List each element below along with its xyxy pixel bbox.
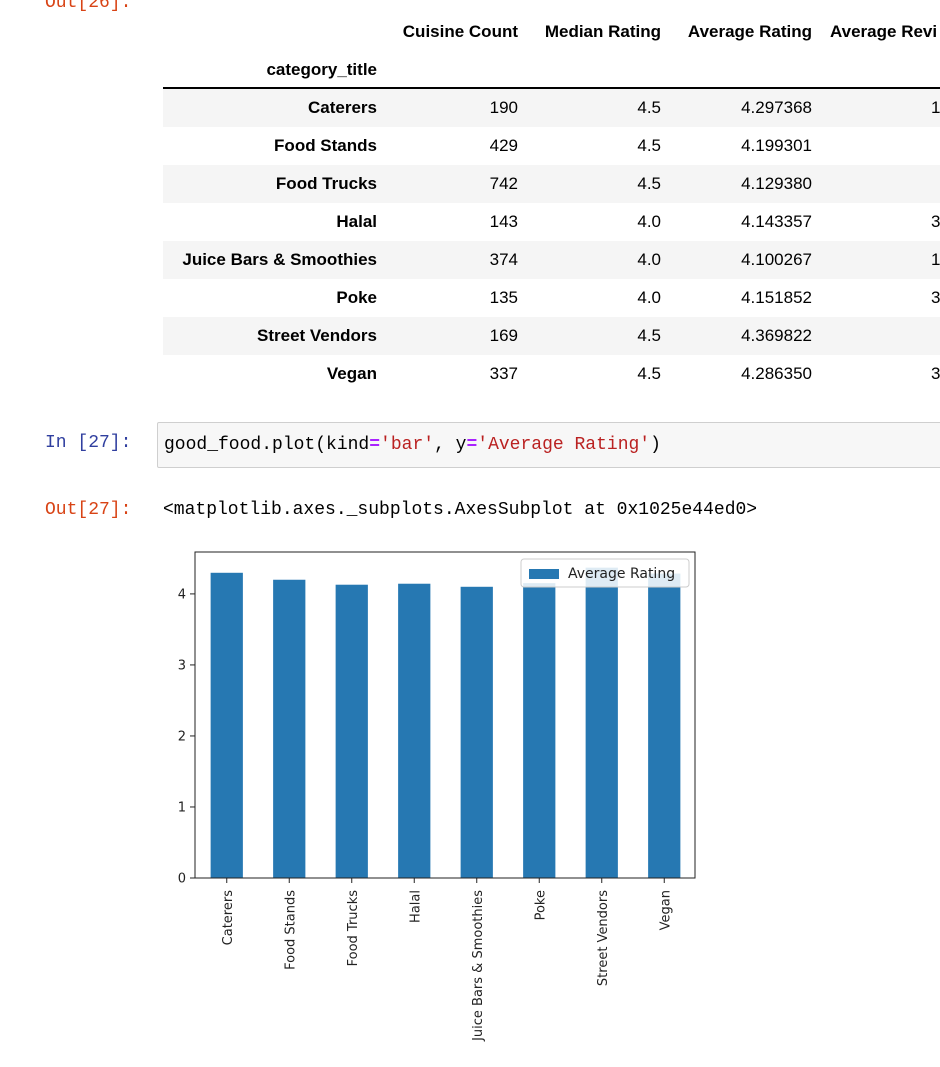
- dataframe-body: Caterers 190 4.5 4.297368 1 Food Stands 429 4.5…: [163, 89, 940, 393]
- bar: [460, 586, 493, 878]
- table-cell: 4.0: [637, 212, 661, 231]
- table-row: Food Trucks 742 4.5 4.129380: [163, 165, 940, 203]
- table-cell: 4.369822: [741, 326, 812, 345]
- row-index-label: Food Trucks: [275, 174, 377, 193]
- bar: [273, 579, 306, 878]
- table-cell: 4.100267: [741, 250, 812, 269]
- table-cell: 4.5: [637, 98, 661, 117]
- table-row: Juice Bars & Smoothies 374 4.0 4.100267 1: [163, 241, 940, 279]
- index-name-header: category_title: [266, 60, 377, 79]
- x-tick-label: Juice Bars & Smoothies: [471, 890, 486, 1042]
- y-tick-label: 4: [178, 587, 186, 602]
- x-tick-label: Poke: [533, 890, 548, 920]
- out-27-prompt: Out[27]:: [45, 500, 132, 520]
- table-cell: 190: [489, 98, 518, 117]
- table-cell: 3: [931, 364, 940, 383]
- table-row: Poke 135 4.0 4.151852 3: [163, 279, 940, 317]
- axes-frame: [194, 551, 696, 879]
- code-token: , y: [434, 435, 467, 455]
- table-cell: 337: [489, 364, 518, 383]
- code-text[interactable]: good_food.plot(kind='bar', y='Average Ra…: [164, 434, 661, 456]
- code-token: ): [650, 435, 661, 455]
- bar: [398, 583, 431, 878]
- table-cell: 4.199301: [741, 136, 812, 155]
- table-row: Vegan 337 4.5 4.286350 3: [163, 355, 940, 393]
- code-token: good_food.plot(kind: [164, 435, 370, 455]
- code-token: 'Average Rating': [477, 435, 651, 455]
- code-input-box[interactable]: good_food.plot(kind='bar', y='Average Ra…: [157, 422, 940, 468]
- x-tick-label: Food Trucks: [346, 890, 361, 967]
- legend-box: [520, 558, 690, 588]
- x-tick-label: Caterers: [221, 890, 236, 946]
- x-tick-label: Vegan: [658, 890, 673, 930]
- table-cell: 4.0: [637, 250, 661, 269]
- column-header: Average Revi: [830, 22, 938, 41]
- y-tick-label: 0: [178, 872, 186, 887]
- row-index-label: Caterers: [308, 98, 377, 117]
- row-index-label: Food Stands: [274, 136, 377, 155]
- table-cell: 1: [931, 98, 940, 117]
- table-cell: 4.5: [637, 136, 661, 155]
- table-row: Street Vendors 169 4.5 4.369822: [163, 317, 940, 355]
- bar: [648, 573, 681, 878]
- legend-label: Average Rating: [568, 566, 675, 582]
- table-cell: 4.5: [637, 364, 661, 383]
- output-repr-text: <matplotlib.axes._subplots.AxesSubplot a…: [163, 500, 758, 520]
- code-token: =: [466, 435, 478, 455]
- table-cell: 4.0: [637, 288, 661, 307]
- dataframe-header: Cuisine Count Median Rating Average Rati…: [0, 20, 940, 44]
- table-cell: 742: [489, 174, 518, 193]
- column-header: Cuisine Count: [402, 22, 518, 41]
- bar: [523, 583, 556, 878]
- row-index-label: Poke: [336, 288, 377, 307]
- table-cell: 4.5: [637, 326, 661, 345]
- table-cell: 143: [489, 212, 518, 231]
- out-26-prompt: Out[26]:: [45, 0, 132, 13]
- x-tick-label: Food Stands: [283, 890, 298, 970]
- table-cell: 169: [489, 326, 518, 345]
- column-header: Average Rating: [687, 22, 812, 41]
- row-index-label: Street Vendors: [257, 326, 377, 345]
- code-token: 'bar': [380, 435, 435, 455]
- bar: [335, 584, 368, 878]
- table-cell: 4.5: [637, 174, 661, 193]
- table-row: Food Stands 429 4.5 4.199301: [163, 127, 940, 165]
- table-cell: 1: [931, 250, 940, 269]
- in-27-prompt: In [27]:: [45, 433, 132, 453]
- x-tick-label: Halal: [408, 890, 423, 923]
- bar: [210, 572, 243, 878]
- table-cell: 429: [489, 136, 518, 155]
- table-cell: 135: [489, 288, 518, 307]
- table-cell: 374: [489, 250, 518, 269]
- header-rule: [163, 87, 940, 89]
- row-index-label: Vegan: [326, 364, 377, 383]
- table-cell: 3: [931, 212, 940, 231]
- legend-swatch: [529, 569, 559, 579]
- row-index-label: Juice Bars & Smoothies: [182, 250, 377, 269]
- code-token: =: [369, 435, 381, 455]
- table-row: Halal 143 4.0 4.143357 3: [163, 203, 940, 241]
- table-cell: 3: [931, 288, 940, 307]
- table-row: Caterers 190 4.5 4.297368 1: [163, 89, 940, 127]
- bar-chart: 0 1 2 3 4 Caterers Food Stands Food Trucks Halal…: [178, 551, 696, 1042]
- table-cell: 4.151852: [741, 288, 812, 307]
- table-cell: 4.297368: [741, 98, 812, 117]
- column-header: Median Rating: [544, 22, 661, 41]
- table-cell: 4.286350: [741, 364, 812, 383]
- y-tick-label: 3: [178, 658, 186, 673]
- y-tick-label: 2: [178, 729, 186, 744]
- y-tick-label: 1: [178, 800, 186, 815]
- row-index-label: Halal: [336, 212, 377, 231]
- table-cell: 4.129380: [741, 174, 812, 193]
- x-tick-label: Street Vendors: [596, 890, 611, 986]
- bar: [585, 567, 618, 878]
- table-cell: 4.143357: [741, 212, 812, 231]
